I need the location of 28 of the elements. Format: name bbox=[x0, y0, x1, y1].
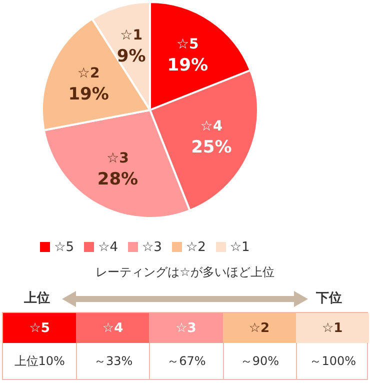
text: ～67% bbox=[149, 343, 223, 379]
category-label: ☆3 bbox=[176, 320, 196, 336]
text: 下位 bbox=[316, 290, 342, 307]
legend-label: ☆4 bbox=[98, 240, 118, 255]
text: ～33% bbox=[76, 343, 150, 379]
text: レーティングは☆が多いほど上位 bbox=[94, 264, 276, 281]
text: ～100% bbox=[296, 343, 369, 379]
data-label: 9% bbox=[116, 46, 146, 67]
category-label: ☆1 bbox=[322, 320, 343, 336]
slice-label: ☆3 bbox=[106, 150, 129, 167]
legend-label: ☆3 bbox=[142, 240, 162, 255]
data-label: 19% bbox=[167, 56, 208, 76]
data-label: 25% bbox=[191, 138, 232, 158]
category-label: ☆4 bbox=[102, 320, 124, 336]
slice-label: ☆4 bbox=[200, 118, 223, 135]
legend-label: ☆2 bbox=[186, 240, 206, 255]
category-label: ☆2 bbox=[248, 320, 270, 336]
text: 上位10% bbox=[13, 352, 66, 370]
text: ～90% bbox=[222, 343, 296, 379]
data-label: 19% bbox=[68, 84, 109, 104]
slice-label: ☆5 bbox=[176, 36, 199, 53]
data-label: 28% bbox=[97, 170, 138, 190]
category-label: ☆5 bbox=[29, 320, 50, 336]
slice-label: ☆2 bbox=[77, 65, 100, 82]
legend-label: ☆5 bbox=[54, 240, 74, 255]
legend-label: ☆1 bbox=[230, 240, 250, 255]
text: 上位 bbox=[24, 290, 50, 307]
slice-label: ☆1 bbox=[120, 28, 142, 44]
